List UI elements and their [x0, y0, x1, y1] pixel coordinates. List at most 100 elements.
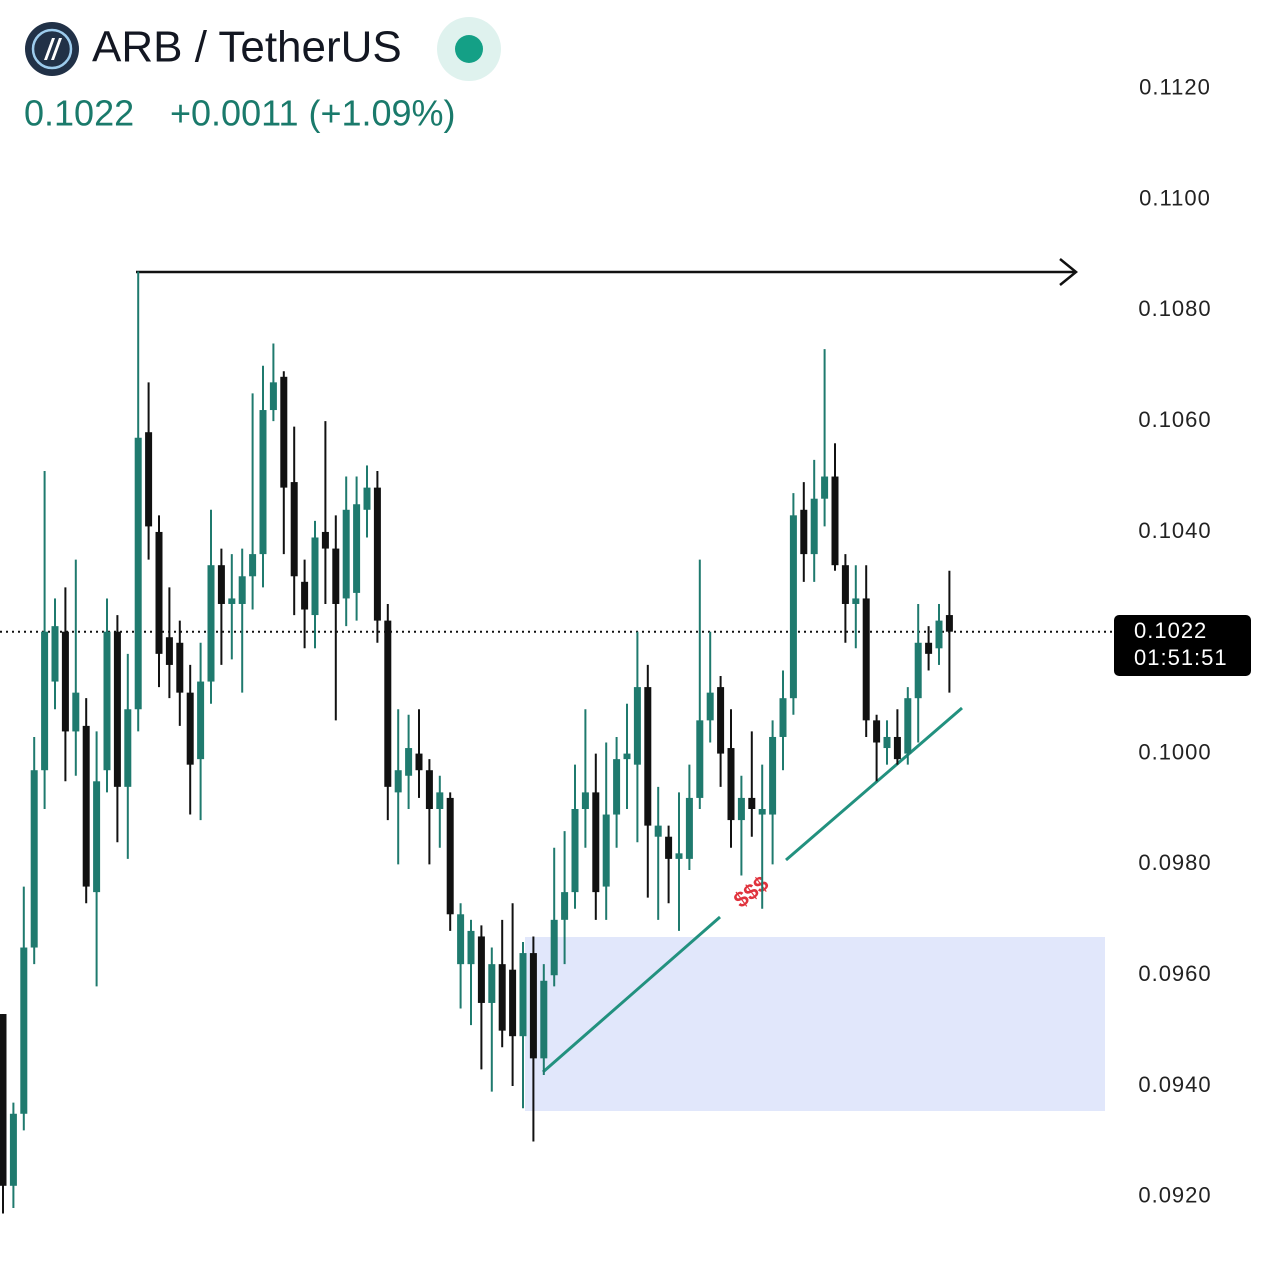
candle-body [893, 736, 901, 760]
candle-body [654, 825, 662, 837]
candle-body [841, 565, 849, 604]
candles [0, 271, 1112, 1214]
y-tick-label: 0.1120 [1139, 74, 1211, 99]
candle-body [342, 509, 350, 599]
candle-body [789, 515, 797, 699]
candle-body [831, 476, 839, 566]
candle-body [290, 482, 298, 577]
candle-body [103, 631, 111, 771]
candle-body [633, 687, 641, 765]
candle-body [82, 725, 90, 887]
candle-body [0, 1014, 7, 1186]
candle-body [405, 748, 413, 776]
candle-body [217, 565, 225, 604]
candle-body [228, 598, 236, 604]
trend-line [785, 706, 963, 862]
candle-body [280, 376, 288, 488]
y-tick-label: 0.1000 [1138, 739, 1211, 764]
y-tick-label: 0.1060 [1138, 407, 1211, 432]
candle-body [155, 531, 163, 654]
candle-body [779, 698, 787, 737]
candle-body [134, 437, 142, 710]
candle-body [425, 770, 433, 810]
candle-body [737, 797, 745, 821]
candle-body [821, 476, 829, 499]
candle-body [259, 410, 267, 555]
candle-body [72, 692, 80, 732]
candle-body [249, 554, 257, 577]
candle-body [904, 698, 912, 754]
status-dot [455, 35, 483, 63]
candle-body [238, 576, 246, 604]
candle-body [457, 914, 465, 965]
candle-body [873, 720, 881, 743]
candle-body [311, 537, 319, 616]
coin-logo-mark [44, 38, 62, 60]
candle-body [384, 620, 392, 787]
last-price: 0.1022 [24, 93, 134, 134]
y-tick-label: 0.1040 [1138, 518, 1211, 543]
candle-body [529, 953, 537, 1059]
candle-body [769, 736, 777, 815]
candle-body [436, 792, 444, 810]
candle-body [321, 531, 329, 549]
candle-body [41, 631, 49, 771]
y-tick-label: 0.0960 [1138, 961, 1211, 986]
candle-body [488, 964, 496, 1003]
candle-body [727, 748, 735, 821]
annotation: $$$ [729, 871, 773, 913]
candle-body [51, 626, 59, 682]
y-tick-label: 0.1100 [1139, 185, 1211, 210]
candle-body [9, 1113, 17, 1186]
candle-body [415, 753, 423, 771]
demand-zone [525, 937, 1105, 1111]
y-tick-label: 0.0920 [1138, 1183, 1211, 1208]
candle-body [207, 565, 215, 682]
candle-body [197, 681, 205, 760]
candle-body [145, 432, 153, 527]
candle-body [446, 797, 454, 915]
candle-body [685, 797, 693, 859]
candle-body [540, 980, 548, 1059]
y-tick-label: 0.0980 [1138, 850, 1211, 875]
y-axis: 0.1120 0.1100 0.1080 0.1060 0.1040 0.1000 0.09… [1138, 74, 1211, 1208]
candle-body [581, 792, 589, 810]
candle-body [914, 642, 922, 699]
candle-body [675, 853, 683, 859]
trend-line [542, 915, 721, 1074]
candle-body [93, 781, 101, 893]
candle-body [925, 642, 933, 654]
candle-body [623, 753, 631, 760]
candle-body [592, 792, 600, 893]
candle-body [20, 947, 28, 1114]
candle-body [862, 598, 870, 721]
candle-body [509, 969, 517, 1037]
coin-logo-ring [31, 28, 73, 70]
candle-body [602, 814, 610, 887]
candle-body [696, 720, 704, 798]
candle-body [665, 836, 673, 859]
candle-body [800, 509, 808, 555]
candle-body [613, 759, 621, 815]
candle-body [113, 631, 121, 787]
candle-body [301, 581, 309, 610]
candle-body [394, 770, 402, 793]
candle-body [852, 598, 860, 604]
chart-title: ARB / TetherUS [92, 23, 402, 72]
candle-body [332, 548, 340, 604]
price-change: +0.0011 (+1.09%) [170, 93, 456, 134]
y-tick-label: 0.0940 [1138, 1072, 1211, 1097]
candle-body [717, 687, 725, 754]
candle-body [353, 504, 361, 593]
candle-body [519, 953, 527, 1037]
countdown: 01:51:51 [1134, 645, 1228, 670]
candle-body [706, 692, 714, 721]
candle-body [561, 892, 569, 920]
candle-body [644, 687, 652, 826]
candle-body [186, 692, 194, 765]
arrow-head [1059, 258, 1078, 286]
candle-body [748, 797, 756, 810]
candle-body [124, 709, 132, 787]
